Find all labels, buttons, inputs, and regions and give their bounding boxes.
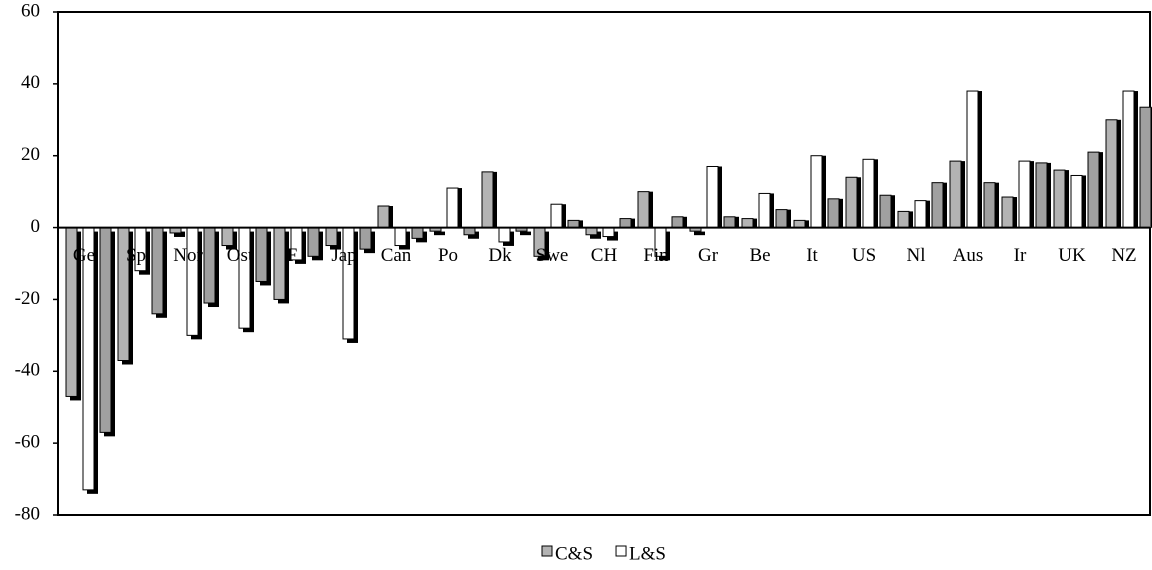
bar-shadow [694,231,705,236]
x-tick-label: Ge [73,245,95,266]
x-tick-label: Ost [227,245,254,266]
bar [99,227,112,433]
bar [325,227,338,247]
bar [914,200,927,229]
bar [273,227,286,300]
x-tick-label: Be [749,245,770,266]
bar [775,209,788,229]
bar [567,219,580,229]
bar [793,219,806,229]
bar [602,227,615,238]
bar [411,227,424,239]
y-tick-label: -80 [15,503,40,524]
x-tick-label: Fin [643,245,669,266]
bar [82,227,95,491]
bar [377,205,390,229]
x-tick-label: Swe [536,245,569,266]
bar [1035,162,1048,229]
bar [1122,90,1135,229]
y-tick-label: -40 [15,360,40,381]
bar-shadow [520,231,531,236]
bar [1087,151,1100,229]
bar-shadow [174,231,185,237]
bar [1053,169,1066,229]
legend-label: L&S [629,543,666,564]
bar [637,191,650,229]
bar [827,198,840,229]
bar [151,227,164,315]
bar [619,218,632,229]
y-tick-label: 60 [21,0,40,21]
bar [1001,196,1014,229]
bar [862,158,875,229]
bar [758,192,771,229]
bar [1018,160,1031,229]
bar [221,227,234,247]
bar [550,203,563,229]
bar [585,227,598,236]
bar [931,182,944,229]
y-tick-label: -20 [15,288,40,309]
bar [1139,106,1152,229]
bar [186,227,199,336]
x-tick-label: UK [1058,245,1086,266]
bar [706,165,719,229]
bar [897,210,910,229]
legend-label: C&S [555,543,593,564]
x-tick-label: NZ [1111,245,1136,266]
bar [949,160,962,229]
plot-frame [57,11,1151,516]
x-tick-label: Dk [488,245,512,266]
bar [879,194,892,229]
bar [463,227,476,236]
x-tick-label: Gr [698,245,719,266]
x-tick-label: Nl [907,245,926,266]
bar [723,216,736,229]
bar [307,227,320,257]
x-tick-label: Can [381,245,412,266]
bar [481,171,494,229]
y-tick-label: -60 [15,432,40,453]
x-tick-label: CH [591,245,618,266]
x-tick-label: Po [438,245,458,266]
bar [394,227,407,247]
x-tick-label: It [806,245,818,266]
bar [845,176,858,229]
bar [203,227,216,304]
bar [498,227,511,243]
x-tick-label: F [287,245,298,266]
bar [238,227,251,329]
bar [359,227,372,250]
x-tick-label: Ir [1014,245,1027,266]
bar [255,227,268,282]
bar [741,218,754,229]
bar-shadow [434,231,445,236]
bar [446,187,459,229]
x-tick-label: Sp [126,245,146,266]
legend-swatch [541,545,553,557]
x-tick-label: Jap [331,245,356,266]
x-tick-label: Aus [953,245,984,266]
bar [966,90,979,229]
bar [1070,174,1083,229]
y-tick-label: 20 [21,144,40,165]
bar [810,155,823,229]
y-tick-label: 40 [21,72,40,93]
x-tick-label: Nor [173,245,203,266]
bar [1105,119,1118,229]
x-tick-label: US [852,245,876,266]
bar [671,216,684,229]
legend-swatch [615,545,627,557]
y-tick-label: 0 [31,216,41,237]
bar [983,182,996,229]
